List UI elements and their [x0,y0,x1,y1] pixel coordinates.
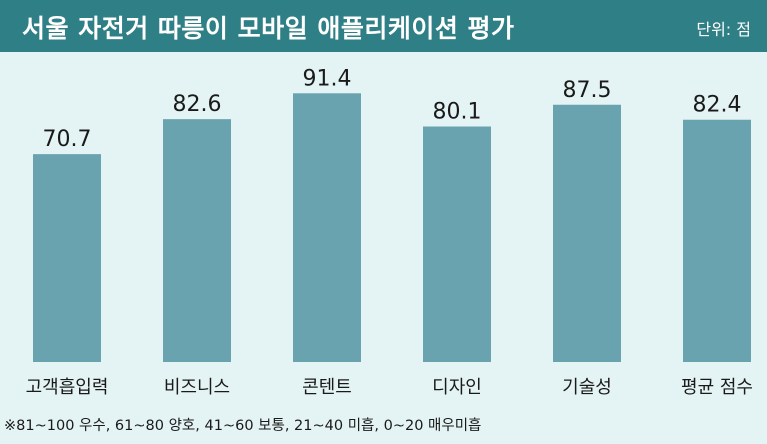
value-label-3: 80.1 [433,100,482,125]
chart-title: 서울 자전거 따릉이 모바일 애플리케이션 평가 [22,14,515,43]
value-label-5: 82.4 [693,93,742,118]
category-label-4: 기술성 [562,377,612,398]
bar-1 [163,119,231,362]
category-label-0: 고객흡입력 [26,377,109,398]
bar-4 [553,104,621,362]
value-label-2: 91.4 [303,66,352,91]
bar-3 [423,126,491,362]
footnote: ※81~100 우수, 61~80 양호, 41~60 보통, 21~40 미흡… [4,418,482,434]
value-label-1: 82.6 [173,92,222,117]
category-label-2: 콘텐트 [302,377,352,398]
bar-5 [683,119,751,362]
value-label-4: 87.5 [563,78,612,103]
category-label-1: 비즈니스 [164,377,230,398]
bar-chart: 70.7 고객흡입력 82.6 비즈니스 91.4 콘텐트 80.1 디자인 87.5 기술성 82… [26,66,753,398]
title-bar: 서울 자전거 따릉이 모바일 애플리케이션 평가 단위: 점 [0,0,767,52]
bar-0 [33,154,101,362]
unit-label: 단위: 점 [696,20,751,39]
category-label-5: 평균 점수 [681,377,753,398]
category-label-3: 디자인 [432,377,482,398]
value-label-0: 70.7 [43,127,92,152]
bar-2 [293,93,361,362]
